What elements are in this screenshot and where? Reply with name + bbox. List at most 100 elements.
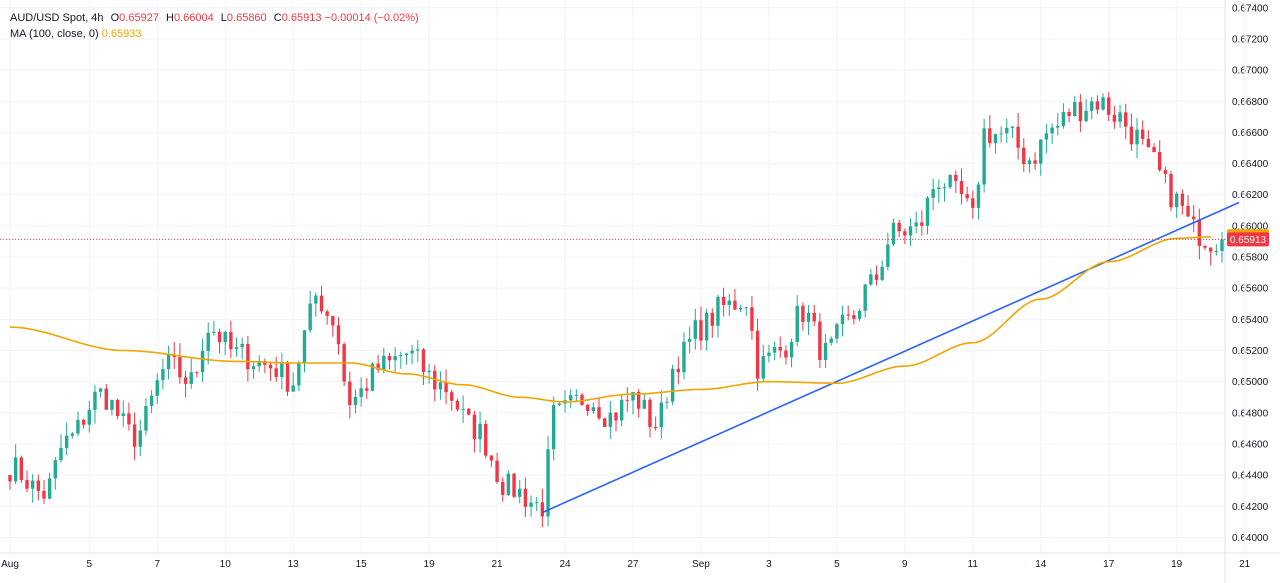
candle-up [535, 502, 539, 504]
candle-down [852, 315, 856, 319]
y-tick-label: 0.66400 [1232, 159, 1269, 170]
candle-down [965, 194, 969, 199]
candle-down [8, 475, 12, 482]
candle-down [19, 457, 24, 481]
candle-down [1124, 112, 1128, 127]
candle-up [478, 423, 482, 440]
candle-down [1112, 114, 1117, 122]
y-tick-label: 0.66800 [1232, 97, 1269, 108]
candle-up [438, 382, 443, 390]
y-tick-label: 0.65400 [1232, 315, 1269, 326]
candle-down [699, 320, 703, 341]
candle-up [999, 133, 1003, 135]
candle-up [291, 385, 295, 392]
open-label: O [110, 12, 120, 24]
candle-down [959, 181, 964, 195]
candle-down [676, 368, 680, 373]
candle-down [1158, 152, 1162, 171]
candle-up [1010, 126, 1015, 128]
moving-average-line[interactable] [9, 236, 1211, 403]
candle-up [461, 408, 465, 410]
candle-up [880, 266, 884, 280]
candle-down [1107, 97, 1111, 115]
candle-up [937, 187, 941, 190]
ma-value: 0.65933 [101, 28, 142, 40]
y-tick-label: 0.67400 [1232, 3, 1269, 14]
candle-up [948, 174, 952, 188]
candle-up [1061, 111, 1066, 126]
symbol-label[interactable]: AUD/USD Spot, 4h [10, 12, 104, 24]
candle-down [376, 363, 380, 370]
candle-down [1191, 216, 1196, 220]
x-tick-label: 3 [766, 559, 772, 570]
x-tick-label: 5 [87, 559, 93, 570]
candle-up [744, 307, 748, 309]
candle-down [42, 490, 46, 499]
candle-up [886, 244, 890, 267]
candle-up [144, 406, 148, 431]
close-value: 0.65913 [281, 12, 322, 24]
candle-down [1016, 126, 1020, 148]
x-tick-label: 5 [834, 559, 840, 570]
candle-down [274, 368, 278, 378]
candle-up [87, 409, 91, 425]
candle-down [127, 413, 131, 425]
candle-up [1084, 110, 1088, 122]
candle-up [823, 342, 828, 361]
candle-up [891, 222, 896, 245]
candle-up [670, 368, 675, 402]
low-value: 0.65860 [226, 12, 267, 24]
candle-down [846, 314, 850, 316]
candle-up [257, 361, 261, 367]
candle-down [812, 312, 816, 322]
candle-up [427, 370, 431, 373]
candle-up [982, 128, 986, 185]
candle-up [772, 346, 777, 353]
candle-down [597, 407, 601, 419]
candle-down [653, 426, 658, 428]
candle-up [829, 338, 833, 343]
low-label: L [220, 12, 227, 24]
y-tick-label: 0.65800 [1232, 253, 1269, 264]
x-tick-label: 21 [492, 559, 504, 570]
x-tick-label: 10 [220, 559, 232, 570]
candle-down [784, 350, 788, 358]
x-tick-label: 19 [424, 559, 436, 570]
candle-up [308, 303, 312, 331]
candle-up [727, 300, 731, 306]
candle-down [971, 198, 975, 208]
candle-up [297, 362, 301, 386]
candle-up [857, 310, 862, 319]
candle-up [359, 388, 363, 397]
candle-up [404, 353, 409, 356]
candle-up [76, 419, 80, 434]
candle-down [1141, 129, 1145, 139]
candle-up [993, 134, 998, 144]
candle-down [495, 460, 499, 482]
candle-up [546, 449, 550, 517]
candle-down [602, 418, 607, 427]
candle-up [619, 399, 624, 421]
legend-ma-row: MA (100, close, 0) 0.65933 [10, 26, 419, 42]
candle-up [1073, 102, 1077, 117]
candle-up [353, 396, 358, 406]
candle-up [659, 402, 664, 428]
candle-down [1022, 147, 1026, 165]
candle-up [47, 478, 52, 499]
candle-up [410, 350, 414, 354]
change-value: −0.00014 (−0.02%) [324, 12, 419, 24]
trendline[interactable] [542, 201, 1240, 514]
candle-down [285, 362, 290, 392]
x-tick-label: Sep [692, 559, 710, 570]
candle-down [585, 404, 590, 411]
candle-up [863, 284, 867, 311]
candle-up [166, 354, 171, 370]
candle-down [523, 488, 528, 507]
candle-up [64, 435, 69, 448]
candle-down [614, 412, 618, 421]
ma-label[interactable]: MA (100, close, 0) [10, 28, 99, 40]
candle-down [721, 296, 726, 306]
x-tick-label: 24 [559, 559, 571, 570]
